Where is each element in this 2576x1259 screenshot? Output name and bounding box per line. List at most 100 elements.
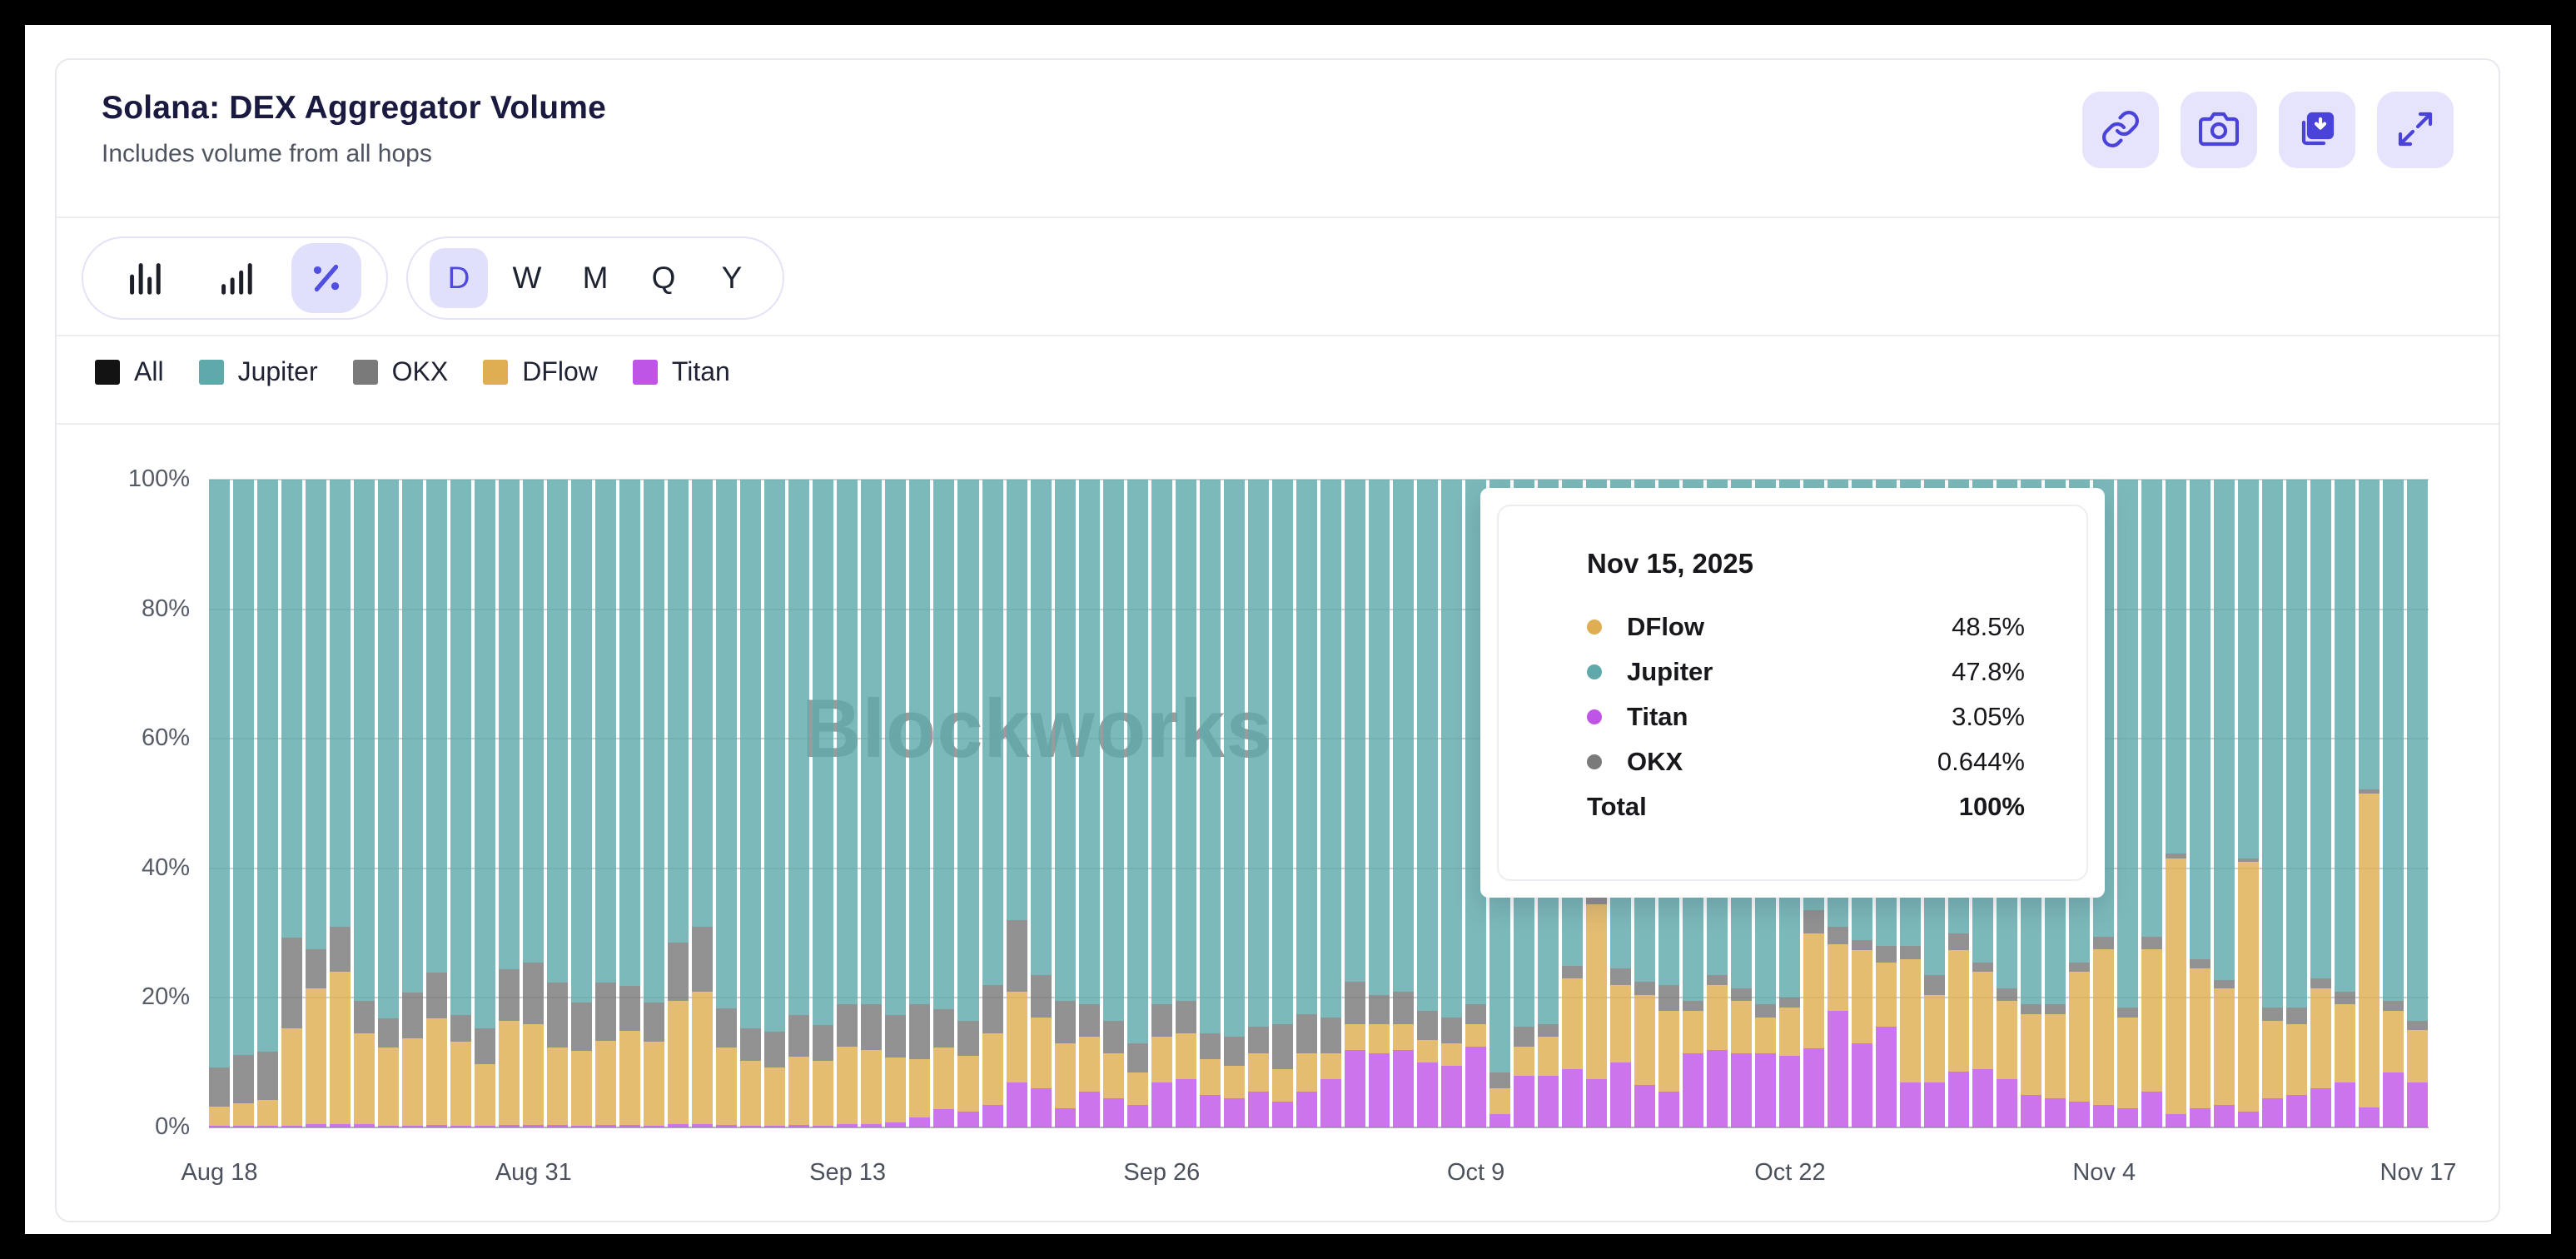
bar-segment-titan — [1900, 1082, 1922, 1127]
bar-segment-okx — [1344, 981, 1365, 1024]
bar[interactable] — [716, 480, 738, 1127]
bar-segment-dflow — [813, 1060, 834, 1126]
range-button-d[interactable]: D — [430, 248, 488, 308]
bar-segment-titan — [1126, 1104, 1148, 1127]
bar[interactable] — [837, 480, 858, 1127]
range-button-w[interactable]: W — [498, 248, 556, 308]
gridline — [209, 608, 2429, 610]
bar[interactable] — [1320, 480, 1341, 1127]
bar[interactable] — [306, 480, 327, 1127]
fullscreen-button[interactable] — [2377, 92, 2454, 168]
range-button-m[interactable]: M — [566, 248, 624, 308]
bar[interactable] — [2383, 480, 2404, 1127]
bar[interactable] — [257, 480, 279, 1127]
bar-segment-titan — [1440, 1066, 1462, 1127]
bar-segment-titan — [1513, 1075, 1534, 1127]
bar[interactable] — [330, 480, 351, 1127]
bar-segment-jupiter — [2166, 480, 2187, 853]
bar[interactable] — [2262, 480, 2284, 1127]
range-button-q[interactable]: Q — [634, 248, 693, 308]
legend-item-titan[interactable]: Titan — [632, 356, 730, 387]
bar[interactable] — [764, 480, 786, 1127]
bar[interactable] — [1054, 480, 1076, 1127]
bar[interactable] — [1199, 480, 1221, 1127]
bar[interactable] — [1030, 480, 1052, 1127]
legend-item-all[interactable]: All — [95, 356, 164, 387]
bar[interactable] — [354, 480, 375, 1127]
bar[interactable] — [1006, 480, 1027, 1127]
bar[interactable] — [1295, 480, 1317, 1127]
bar[interactable] — [1344, 480, 1365, 1127]
bar[interactable] — [2117, 480, 2139, 1127]
bar[interactable] — [2310, 480, 2332, 1127]
bar[interactable] — [813, 480, 834, 1127]
bar[interactable] — [2166, 480, 2187, 1127]
bar[interactable] — [740, 480, 762, 1127]
bar[interactable] — [2335, 480, 2356, 1127]
bar[interactable] — [933, 480, 955, 1127]
bar[interactable] — [475, 480, 496, 1127]
bar[interactable] — [1368, 480, 1390, 1127]
bar-segment-dflow — [885, 1057, 907, 1122]
bar-segment-okx — [1223, 1037, 1245, 1067]
bar[interactable] — [378, 480, 400, 1127]
y-axis-label: 60% — [141, 724, 190, 752]
percent-stacked-icon[interactable] — [291, 243, 361, 313]
bar[interactable] — [909, 480, 931, 1127]
bar[interactable] — [788, 480, 810, 1127]
bar[interactable] — [1102, 480, 1124, 1127]
bar[interactable] — [2407, 480, 2429, 1127]
bar[interactable] — [450, 480, 472, 1127]
bar[interactable] — [281, 480, 303, 1127]
bar[interactable] — [1175, 480, 1196, 1127]
bar-segment-okx — [2117, 1008, 2139, 1018]
bar-segment-dflow — [1779, 1008, 1801, 1057]
range-button-y[interactable]: Y — [703, 248, 761, 308]
bar[interactable] — [1440, 480, 1462, 1127]
bar[interactable] — [547, 480, 569, 1127]
bar[interactable] — [571, 480, 593, 1127]
bar[interactable] — [1078, 480, 1100, 1127]
bar[interactable] — [209, 480, 231, 1127]
bar[interactable] — [2190, 480, 2211, 1127]
bar[interactable] — [2238, 480, 2260, 1127]
legend-item-jupiter[interactable]: Jupiter — [198, 356, 318, 387]
bar[interactable] — [692, 480, 714, 1127]
bar[interactable] — [595, 480, 617, 1127]
bar[interactable] — [1151, 480, 1172, 1127]
bar[interactable] — [1126, 480, 1148, 1127]
bar[interactable] — [1416, 480, 1438, 1127]
bar[interactable] — [668, 480, 689, 1127]
legend-item-okx[interactable]: OKX — [352, 356, 448, 387]
bar-chart-icon[interactable] — [108, 243, 178, 313]
bar[interactable] — [402, 480, 424, 1127]
bar[interactable] — [982, 480, 1003, 1127]
bar[interactable] — [619, 480, 641, 1127]
bar[interactable] — [1271, 480, 1293, 1127]
bar[interactable] — [1223, 480, 1245, 1127]
share-link-button[interactable] — [2082, 92, 2159, 168]
bar[interactable] — [523, 480, 545, 1127]
bar[interactable] — [1392, 480, 1414, 1127]
legend-item-dflow[interactable]: DFlow — [483, 356, 598, 387]
bar-segment-okx — [813, 1025, 834, 1061]
bar[interactable] — [499, 480, 520, 1127]
bar[interactable] — [2286, 480, 2308, 1127]
bar[interactable] — [957, 480, 979, 1127]
screenshot-button[interactable] — [2181, 92, 2257, 168]
download-data-button[interactable] — [2279, 92, 2355, 168]
bar[interactable] — [426, 480, 448, 1127]
bar[interactable] — [2214, 480, 2235, 1127]
bar[interactable] — [2141, 480, 2163, 1127]
bar-segment-jupiter — [1054, 480, 1076, 1002]
bar[interactable] — [2359, 480, 2380, 1127]
ascending-bar-chart-icon[interactable] — [200, 243, 270, 313]
bar[interactable] — [233, 480, 255, 1127]
bar[interactable] — [1247, 480, 1269, 1127]
bar[interactable] — [861, 480, 883, 1127]
gridline — [209, 738, 2429, 740]
bar[interactable] — [885, 480, 907, 1127]
bar[interactable] — [644, 480, 665, 1127]
